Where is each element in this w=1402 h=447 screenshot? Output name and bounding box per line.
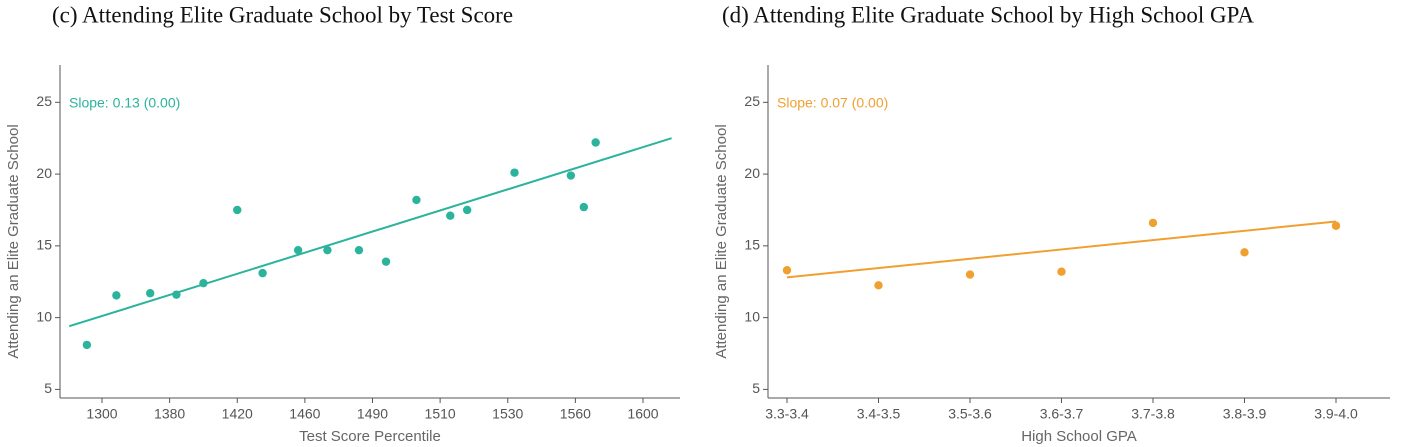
point [591, 138, 600, 147]
point [1331, 221, 1341, 230]
point [112, 291, 121, 300]
x-axis-title: High School GPA [1021, 428, 1137, 445]
point [82, 340, 92, 350]
point [1148, 218, 1158, 228]
chart-title: (c) Attending Elite Graduate School by T… [52, 2, 513, 27]
x-tick-label: 3.8-3.9 [1223, 406, 1267, 422]
y-tick-label: 10 [744, 308, 760, 324]
y-tick-label: 15 [36, 237, 52, 253]
y-tick-label: 25 [744, 93, 760, 109]
point [446, 211, 455, 220]
annotation: Slope: 0.13 (0.00) [69, 95, 180, 111]
x-tick-label: 3.3-3.4 [765, 406, 809, 422]
x-tick-label: 1530 [492, 406, 523, 422]
point [145, 289, 155, 298]
x-tick-label: 3.6-3.7 [1040, 406, 1084, 422]
y-tick-label: 20 [36, 165, 52, 181]
fit-line [786, 220, 1337, 279]
point [233, 205, 242, 215]
y-axis-title: Attending an Elite Graduate School [5, 124, 22, 358]
x-axis-title: Test Score Percentile [299, 428, 441, 445]
y-tick-label: 5 [44, 380, 52, 396]
point [323, 245, 332, 255]
point [354, 245, 364, 255]
point [566, 171, 576, 180]
point [1057, 267, 1066, 276]
point [1240, 248, 1249, 257]
x-tick-label: 1420 [222, 406, 253, 422]
y-axis-title: Attending an Elite Graduate School [713, 124, 730, 358]
point [172, 290, 181, 299]
annotation: Slope: 0.07 (0.00) [777, 95, 888, 111]
x-tick-label: 1300 [86, 406, 117, 422]
x-tick-label: 3.7-3.8 [1131, 406, 1175, 422]
x-tick-label: 1510 [425, 406, 456, 422]
x-tick-label: 1380 [154, 406, 185, 422]
x-tick-label: 3.9-4.0 [1314, 406, 1358, 422]
point [199, 278, 208, 288]
y-tick-label: 25 [36, 93, 52, 109]
x-tick-label: 3.4-3.5 [857, 406, 901, 422]
y-tick-label: 15 [744, 237, 760, 253]
point [293, 245, 303, 255]
x-tick-label: 1560 [560, 406, 591, 422]
y-tick-label: 10 [36, 308, 52, 324]
point [579, 202, 589, 212]
y-tick-label: 5 [752, 380, 760, 396]
point [510, 168, 519, 177]
point [462, 205, 472, 215]
fit-line [68, 137, 672, 328]
y-tick-label: 20 [744, 165, 760, 181]
x-tick-label: 1600 [627, 406, 658, 422]
point [412, 195, 421, 205]
point [874, 281, 883, 290]
point [782, 266, 792, 275]
x-tick-label: 3.5-3.6 [948, 406, 992, 422]
point [381, 257, 391, 266]
chart-title: (d) Attending Elite Graduate School by H… [722, 2, 1254, 27]
x-tick-label: 1460 [289, 406, 320, 422]
point [258, 268, 267, 278]
x-tick-label: 1490 [357, 406, 388, 422]
point [965, 270, 975, 279]
